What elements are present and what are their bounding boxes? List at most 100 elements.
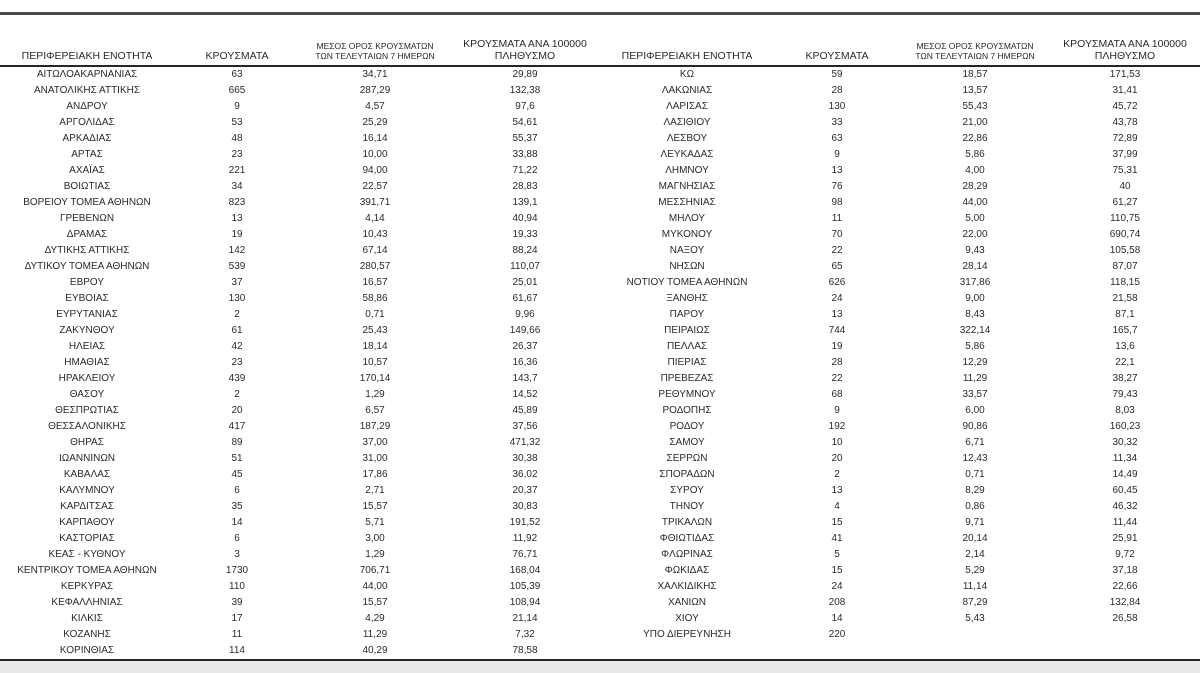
avg7-cell: 6,00 [965,405,985,416]
cases-cell: 221 [228,165,246,176]
per100k-cell: 54,61 [512,117,538,128]
cases-cell: 22 [831,245,843,256]
region-name-cell: ΚΕΡΚΥΡΑΣ [60,581,114,592]
region-name-cell: ΔΡΑΜΑΣ [66,229,108,240]
table-row: ΚΩ 59 18,57 171,53 [600,67,1200,83]
avg7-cell: 287,29 [359,85,391,96]
cases-cell: 15 [831,565,843,576]
cases-cell: 20 [231,405,243,416]
region-name-cell: ΣΕΡΡΩΝ [666,453,708,464]
avg7-cell: 391,71 [359,197,391,208]
avg7-cell: 5,43 [965,613,985,624]
avg7-cell: 8,43 [965,309,985,320]
avg7-cell: 22,57 [362,181,388,192]
table-row: ΒΟΙΩΤΙΑΣ 34 22,57 28,83 [0,179,600,195]
per100k-cell: 79,43 [1112,389,1138,400]
cases-cell: 114 [229,645,245,656]
per100k-cell: 21,14 [512,613,538,624]
table-row: ΥΠΟ ΔΙΕΡΕΥΝΗΣΗ 220 [600,627,1200,643]
cases-cell: 823 [228,197,246,208]
page-edge-strip [0,661,1200,673]
region-name-cell: ΦΘΙΩΤΙΔΑΣ [659,533,715,544]
per100k-cell: 168,04 [509,565,541,576]
cases-cell: 2 [234,389,240,400]
table-row: ΑΧΑΪΑΣ 221 94,00 71,22 [0,163,600,179]
avg7-cell: 28,29 [962,181,988,192]
avg7-cell: 37,00 [362,437,388,448]
avg7-cell: 11,29 [962,373,988,384]
table-row: ΦΩΚΙΔΑΣ 15 5,29 37,18 [600,563,1200,579]
avg7-cell: 40,29 [362,645,388,656]
region-name-cell: ΘΑΣΟΥ [69,389,105,400]
cases-cell: 63 [231,69,243,80]
avg7-cell: 2,14 [965,549,985,560]
region-name-cell: ΡΟΔΟΥ [669,421,705,432]
cases-cell: 11 [231,629,243,640]
region-name-cell: ΘΕΣΠΡΩΤΙΑΣ [55,405,119,416]
avg7-cell: 317,86 [959,277,991,288]
avg7-cell: 16,57 [362,277,388,288]
cases-cell: 13 [831,309,843,320]
avg7-cell: 33,57 [962,389,988,400]
column-header-cases: ΚΡΟΥΣΜΑΤΑ [205,49,269,62]
avg7-cell: 1,29 [365,549,385,560]
cases-cell: 15 [831,517,843,528]
cases-cell: 3 [234,549,240,560]
cases-cell: 14 [831,613,843,624]
region-name-cell: ΦΩΚΙΔΑΣ [664,565,710,576]
per100k-cell: 690,74 [1109,229,1141,240]
avg7-cell: 5,86 [965,341,985,352]
table-row: ΚΑΒΑΛΑΣ 45 17,86 36,02 [0,467,600,483]
avg7-cell: 12,29 [962,357,988,368]
per100k-cell: 72,89 [1112,133,1138,144]
per100k-cell: 45,89 [512,405,538,416]
per100k-cell: 11,44 [1112,517,1138,528]
avg7-cell: 21,00 [962,117,988,128]
region-name-cell: ΚΙΛΚΙΣ [71,613,103,624]
per100k-cell: 46,32 [1112,501,1138,512]
table-row: ΘΕΣΣΑΛΟΝΙΚΗΣ 417 187,29 37,56 [0,419,600,435]
table-row: ΚΕΝΤΡΙΚΟΥ ΤΟΜΕΑ ΑΘΗΝΩΝ 1730 706,71 168,04 [0,563,600,579]
avg7-cell: 18,57 [962,69,988,80]
avg7-cell: 5,00 [965,213,985,224]
avg7-cell: 10,57 [362,357,388,368]
table-row: ΚΑΣΤΟΡΙΑΣ 6 3,00 11,92 [0,531,600,547]
avg7-cell: 4,29 [365,613,385,624]
region-name-cell: ΗΜΑΘΙΑΣ [64,357,110,368]
per100k-cell: 55,37 [512,133,538,144]
per100k-cell: 9,72 [1115,549,1135,560]
cases-cell: 417 [228,421,246,432]
region-name-cell: ΚΑΣΤΟΡΙΑΣ [59,533,115,544]
table-row: ΠΕΛΛΑΣ 19 5,86 13,6 [600,339,1200,355]
cases-cell: 9 [834,405,840,416]
region-name-cell: ΠΡΕΒΕΖΑΣ [660,373,714,384]
region-name-cell: ΕΥΒΟΙΑΣ [65,293,109,304]
table-row: ΔΥΤΙΚΗΣ ΑΤΤΙΚΗΣ 142 67,14 88,24 [0,243,600,259]
per100k-cell: 8,03 [1115,405,1135,416]
cases-cell: 20 [831,453,843,464]
avg7-cell: 11,14 [962,581,988,592]
cases-cell: 130 [228,293,246,304]
table-row: ΝΗΣΩΝ 65 28,14 87,07 [600,259,1200,275]
avg7-cell [900,627,1050,643]
per100k-cell: 88,24 [512,245,538,256]
table-row: ΛΑΡΙΣΑΣ 130 55,43 45,72 [600,99,1200,115]
column-header-avg7-line2: ΤΩΝ ΤΕΛΕΥΤΑΙΩΝ 7 ΗΜΕΡΩΝ [915,51,1035,62]
cases-cell: 65 [831,261,843,272]
per100k-cell: 20,37 [512,485,538,496]
table-row: ΠΙΕΡΙΑΣ 28 12,29 22,1 [600,355,1200,371]
region-name-cell: ΑΡΤΑΣ [71,149,103,160]
per100k-cell: 33,88 [512,149,538,160]
cases-cell: 48 [231,133,243,144]
table-row: ΑΡΓΟΛΙΔΑΣ 53 25,29 54,61 [0,115,600,131]
table-row: ΡΟΔΟΥ 192 90,86 160,23 [600,419,1200,435]
cases-cell: 89 [231,437,243,448]
cases-cell: 13 [231,213,243,224]
cases-cell: 59 [831,69,843,80]
avg7-cell: 4,00 [965,165,985,176]
region-name-cell: ΧΑΝΙΩΝ [667,597,707,608]
avg7-cell: 34,71 [362,69,388,80]
per100k-cell: 28,83 [512,181,538,192]
column-header-region: ΠΕΡΙΦΕΡΕΙΑΚΗ ΕΝΟΤΗΤΑ [621,49,753,62]
region-name-cell: ΚΟΡΙΝΘΙΑΣ [59,645,115,656]
